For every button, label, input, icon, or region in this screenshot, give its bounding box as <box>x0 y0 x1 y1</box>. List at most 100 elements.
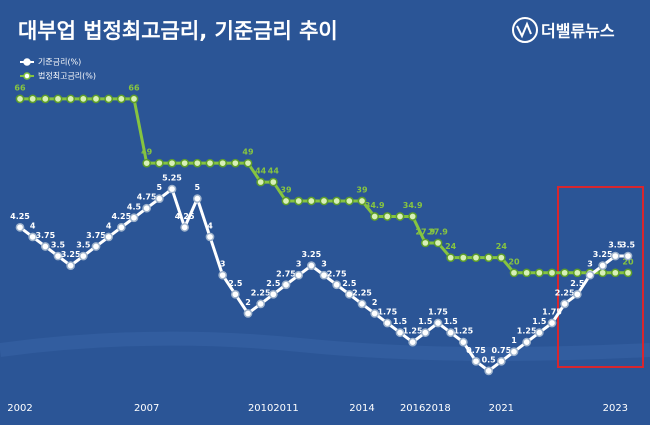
highlight-box <box>557 186 644 368</box>
data-point <box>332 196 342 206</box>
logo: 더밸류뉴스 <box>512 17 615 43</box>
data-label: 20 <box>508 257 520 266</box>
legend-marker <box>23 72 31 80</box>
data-point <box>598 268 608 278</box>
data-label: 4 <box>30 221 36 230</box>
data-point <box>53 251 63 261</box>
logo-mark <box>516 21 532 39</box>
data-label: 1.5 <box>393 317 408 326</box>
data-point <box>610 251 620 261</box>
data-label: 39 <box>280 185 292 194</box>
data-label: 4 <box>207 221 213 230</box>
data-label: 34.9 <box>365 201 385 210</box>
data-point <box>15 222 25 232</box>
data-point <box>344 289 354 299</box>
data-point <box>218 158 228 168</box>
data-label: 49 <box>141 148 153 157</box>
chart-title: 대부업 법정최고금리, 기준금리 추이 <box>18 19 338 43</box>
data-point <box>167 184 177 194</box>
data-label: 1.25 <box>517 327 537 336</box>
data-label: 1.5 <box>532 317 547 326</box>
data-point <box>420 328 430 337</box>
data-point <box>623 268 633 278</box>
data-label: 3 <box>321 260 327 269</box>
data-point <box>243 309 253 318</box>
data-label: 0.75 <box>466 346 486 355</box>
data-label: 0.5 <box>482 355 497 364</box>
data-label: 3.25 <box>593 250 613 259</box>
legend-marker <box>23 58 31 66</box>
data-point <box>256 299 266 309</box>
data-label: 2.75 <box>327 269 347 278</box>
data-point <box>357 196 367 206</box>
x-tick-label: 2002 <box>7 403 32 414</box>
data-label: 20 <box>622 257 634 266</box>
data-point <box>534 328 544 337</box>
x-tick-label: 2023 <box>603 403 628 414</box>
data-point <box>395 212 405 221</box>
data-point <box>395 328 405 337</box>
legend-label: 기준금리(%) <box>38 58 81 67</box>
data-point <box>370 212 380 221</box>
data-point <box>306 261 316 270</box>
data-point <box>370 309 380 318</box>
data-label: 2.5 <box>342 279 357 288</box>
data-label: 2.25 <box>352 288 372 297</box>
data-label: 39 <box>356 185 368 194</box>
data-point <box>142 158 152 168</box>
data-label: 3.5 <box>621 241 636 250</box>
data-point <box>585 270 595 280</box>
data-point <box>572 289 582 299</box>
data-point <box>471 356 481 366</box>
data-point <box>319 196 329 206</box>
data-label: 66 <box>14 83 26 92</box>
data-label: 3.5 <box>608 241 623 250</box>
data-point <box>534 268 544 278</box>
data-label: 3.25 <box>61 250 81 259</box>
data-label: 44 <box>268 167 280 176</box>
data-point <box>484 253 494 263</box>
data-point <box>129 94 139 104</box>
data-point <box>28 94 38 104</box>
data-label: 44 <box>255 167 267 176</box>
data-point <box>40 242 50 251</box>
data-point <box>91 94 101 104</box>
data-label: 24 <box>496 242 508 251</box>
data-label: 2.25 <box>555 288 575 297</box>
data-label: 2.5 <box>266 279 281 288</box>
data-label: 3 <box>587 260 593 269</box>
data-point <box>28 232 38 242</box>
data-point <box>598 261 608 270</box>
data-label: 66 <box>128 83 140 92</box>
data-point <box>433 238 443 248</box>
x-tick-label: 2011 <box>273 403 298 414</box>
data-label: 3 <box>296 260 302 269</box>
data-label: 4.25 <box>175 212 195 221</box>
data-point <box>116 222 126 232</box>
data-point <box>281 280 291 290</box>
data-label: 2 <box>372 298 378 307</box>
data-label: 1.5 <box>418 317 433 326</box>
x-tick-label: 2021 <box>489 403 514 414</box>
data-label: 5.25 <box>162 174 182 183</box>
data-label: 3.75 <box>35 231 55 240</box>
data-label: 4.25 <box>111 212 131 221</box>
data-point <box>116 94 126 104</box>
data-label: 1.25 <box>453 327 473 336</box>
data-point <box>344 196 354 206</box>
data-point <box>268 177 278 187</box>
data-label: 5 <box>195 183 201 192</box>
data-point <box>230 158 240 168</box>
data-point <box>522 337 532 347</box>
data-point <box>40 94 50 104</box>
data-label: 1.75 <box>428 308 448 317</box>
data-point <box>180 222 190 232</box>
data-point <box>192 194 202 203</box>
data-label: 27.9 <box>415 227 435 236</box>
data-point <box>446 253 456 263</box>
data-point <box>496 253 506 263</box>
data-label: 4.75 <box>137 193 157 202</box>
data-point <box>78 251 88 261</box>
